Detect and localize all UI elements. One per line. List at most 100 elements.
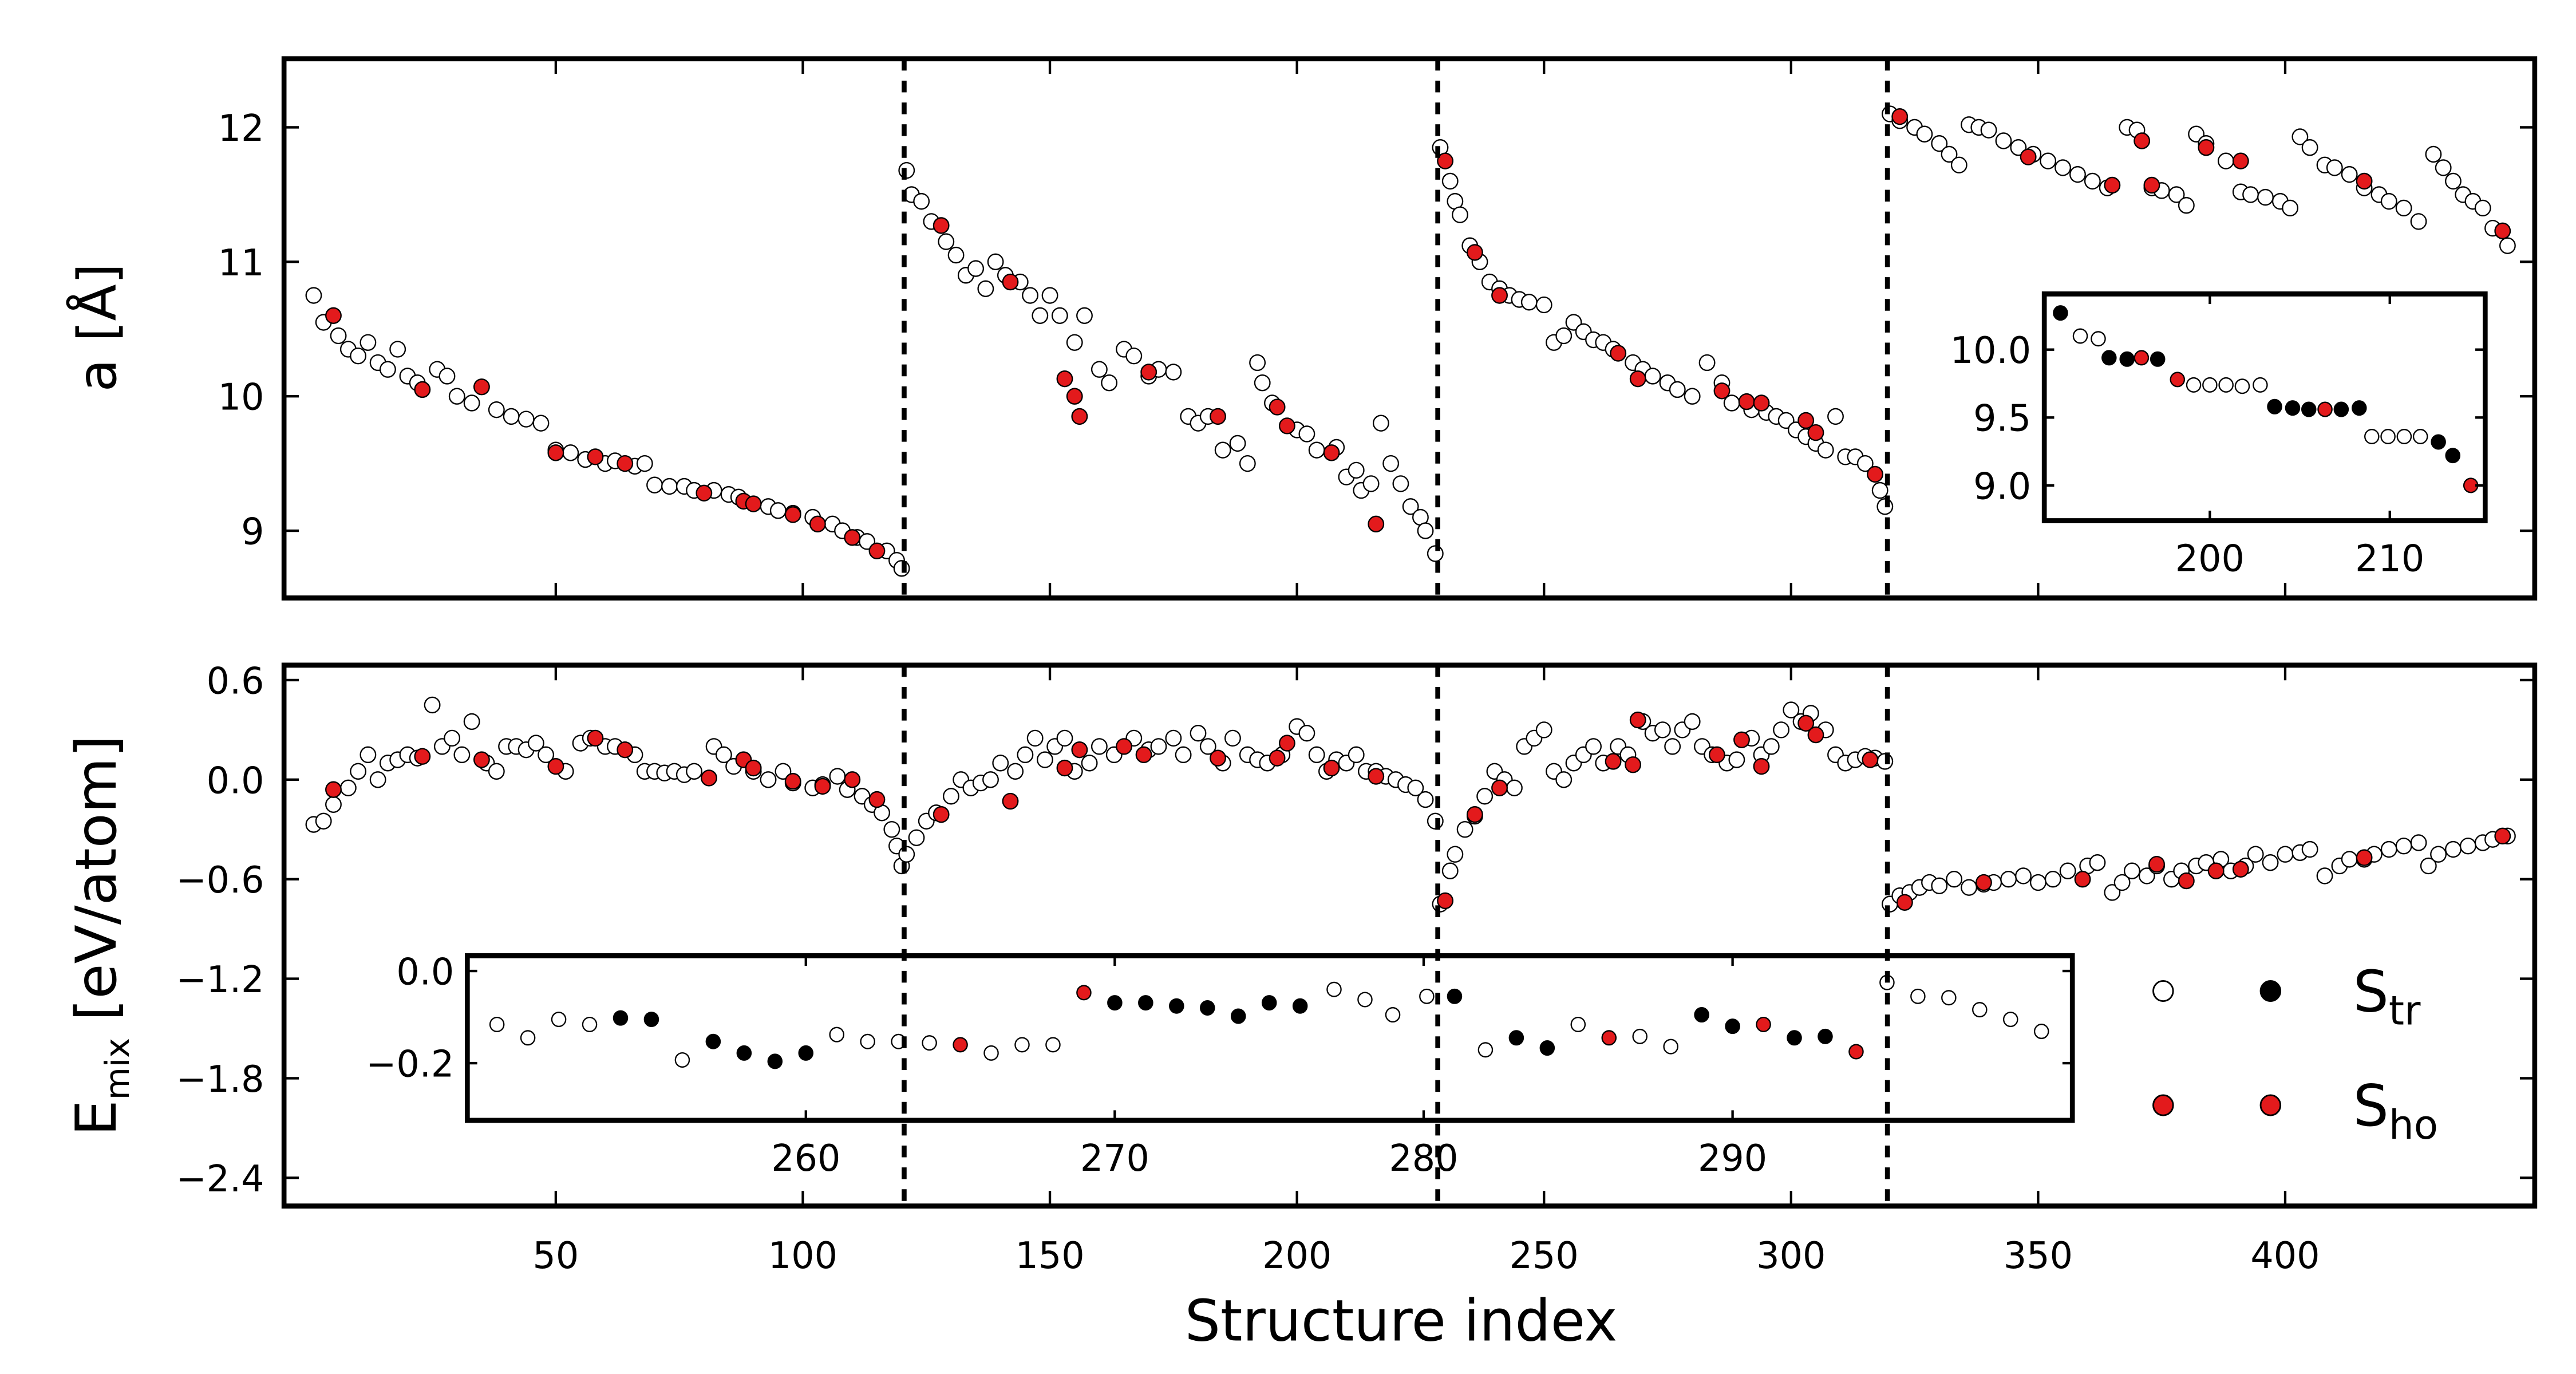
legend-label-main: S — [2353, 1073, 2389, 1139]
data-point — [1506, 779, 1523, 796]
data-point — [2352, 400, 2367, 416]
data-point — [532, 414, 550, 432]
data-point — [1002, 792, 1019, 810]
data-point — [1249, 354, 1266, 372]
data-point — [1210, 749, 1226, 767]
data-point — [1891, 108, 1909, 125]
data-point — [1972, 1002, 1988, 1018]
data-point — [1733, 731, 1750, 748]
data-point — [1980, 121, 1997, 139]
data-point — [1224, 729, 1241, 747]
data-point — [2326, 159, 2343, 176]
data-point — [1091, 361, 1108, 378]
data-point — [705, 1033, 721, 1049]
data-point — [350, 763, 367, 780]
legend-label-sub: ho — [2389, 1102, 2438, 1149]
data-point — [1045, 1037, 1061, 1053]
data-point — [2040, 152, 2057, 169]
data-point — [1175, 746, 1192, 764]
data-point — [2020, 148, 2037, 165]
data-point — [1535, 721, 1552, 739]
data-point — [844, 529, 861, 546]
data-point — [1230, 1008, 1246, 1024]
data-point — [1555, 327, 1573, 345]
data-point — [1107, 995, 1123, 1011]
data-point — [1392, 475, 1409, 492]
inset-frame — [2041, 291, 2488, 523]
data-point — [2333, 401, 2349, 417]
data-point — [2186, 377, 2202, 393]
data-point — [1684, 388, 1701, 405]
data-point — [527, 735, 544, 752]
data-point — [1417, 791, 1434, 808]
data-point — [661, 477, 678, 495]
data-point — [339, 779, 357, 796]
data-point — [2341, 851, 2358, 868]
data-point — [1708, 746, 1725, 764]
data-point — [1644, 368, 1661, 385]
data-point — [1669, 381, 1686, 398]
data-point — [1783, 701, 1800, 718]
data-point — [2134, 350, 2150, 366]
data-point — [2072, 328, 2088, 344]
data-point — [2029, 874, 2046, 891]
data-point — [1871, 481, 1888, 499]
data-point — [2267, 398, 2282, 414]
data-point — [2069, 166, 2086, 183]
y-tick-label: 0.0 — [207, 760, 264, 803]
legend-label-sub: tr — [2389, 988, 2421, 1035]
data-point — [1081, 755, 1098, 772]
data-point — [1362, 475, 1380, 492]
data-point — [2178, 872, 2195, 890]
data-point — [1916, 125, 1933, 143]
data-point — [1348, 746, 1365, 764]
legend-marker — [2259, 1094, 2282, 1116]
data-point — [674, 1052, 690, 1068]
data-point — [2262, 854, 2279, 871]
data-point — [424, 696, 441, 714]
data-point — [933, 217, 950, 234]
data-point — [1976, 874, 1992, 891]
data-point — [1348, 461, 1365, 479]
data-point — [1323, 444, 1340, 461]
data-point — [1931, 877, 1948, 894]
data-point — [1135, 746, 1152, 764]
data-point — [2202, 377, 2218, 393]
data-point — [1037, 751, 1053, 768]
x-tick-label: 210 — [2355, 538, 2424, 581]
data-point — [1278, 735, 1295, 752]
data-point — [2445, 840, 2462, 858]
data-point — [1570, 1016, 1586, 1032]
data-point — [2015, 867, 2032, 885]
data-point — [2431, 434, 2446, 450]
data-point — [2119, 351, 2135, 367]
data-point — [1664, 738, 1681, 755]
data-point — [1738, 393, 1755, 410]
data-point — [2380, 428, 2396, 444]
data-point — [1610, 345, 1627, 362]
data-point — [1368, 768, 1385, 785]
x-tick-label: 270 — [1080, 1137, 1149, 1180]
data-point — [1419, 988, 1435, 1004]
y-tick-label: 11 — [218, 242, 264, 285]
data-point — [1654, 721, 1671, 739]
y-tick-label: 9.0 — [1973, 465, 2031, 508]
data-point — [1941, 145, 1958, 163]
data-point — [1817, 441, 1834, 459]
data-point — [2044, 871, 2061, 888]
data-point — [1298, 725, 1315, 742]
data-point — [1169, 998, 1184, 1014]
legend-marker — [2152, 980, 2174, 1002]
data-point — [2148, 855, 2165, 873]
inset-frame — [465, 953, 2075, 1123]
data-point — [1807, 726, 1824, 744]
data-point — [967, 260, 985, 277]
data-point — [2104, 176, 2121, 194]
data-point — [769, 502, 787, 519]
data-point — [1625, 756, 1642, 773]
data-point — [488, 401, 505, 418]
data-point — [2425, 145, 2442, 163]
x-tick-label: 350 — [2004, 1235, 2073, 1278]
data-point — [1066, 388, 1083, 405]
data-point — [1663, 1039, 1678, 1055]
